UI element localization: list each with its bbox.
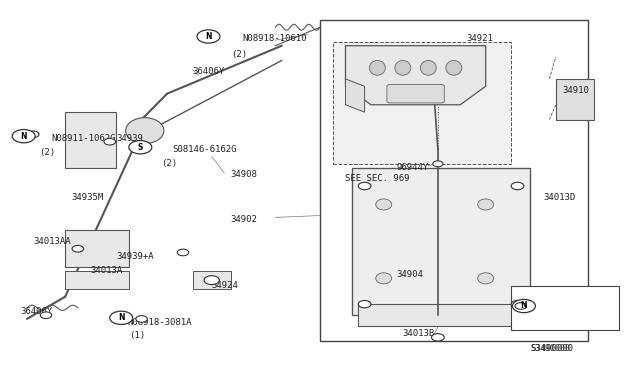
Polygon shape [65, 230, 129, 267]
Text: 34013A: 34013A [91, 266, 123, 275]
Text: 34908: 34908 [231, 170, 258, 179]
Circle shape [515, 303, 527, 310]
Text: N: N [521, 301, 527, 311]
Circle shape [136, 315, 147, 322]
Circle shape [513, 299, 536, 312]
Circle shape [204, 276, 220, 285]
Text: S3490000: S3490000 [531, 344, 570, 353]
Circle shape [12, 129, 35, 143]
Circle shape [433, 161, 443, 167]
Circle shape [431, 334, 444, 341]
FancyBboxPatch shape [511, 286, 620, 330]
Text: N: N [118, 313, 124, 322]
Polygon shape [352, 167, 531, 315]
Polygon shape [65, 112, 116, 167]
Ellipse shape [477, 199, 493, 210]
Text: 34013AA: 34013AA [33, 237, 71, 246]
Text: N: N [205, 32, 212, 41]
Polygon shape [193, 271, 231, 289]
Circle shape [129, 141, 152, 154]
FancyBboxPatch shape [387, 84, 444, 103]
Ellipse shape [477, 273, 493, 284]
Text: N08911-1062G: N08911-1062G [51, 134, 116, 142]
Text: 34013D: 34013D [543, 193, 575, 202]
Circle shape [40, 312, 52, 318]
Text: N08911-1082G: N08911-1082G [554, 296, 619, 305]
Text: 34013B: 34013B [403, 329, 435, 338]
Text: S3490000: S3490000 [531, 344, 573, 353]
Text: 36406Y: 36406Y [193, 67, 225, 76]
Text: N08918-3081A: N08918-3081A [127, 318, 192, 327]
Ellipse shape [446, 61, 462, 75]
Text: S08146-6162G: S08146-6162G [172, 145, 237, 154]
Text: SEE SEC. 969: SEE SEC. 969 [346, 174, 410, 183]
FancyBboxPatch shape [320, 20, 588, 341]
Ellipse shape [376, 199, 392, 210]
Polygon shape [358, 304, 524, 326]
Text: 34939+A: 34939+A [116, 251, 154, 261]
Text: 36406Y: 36406Y [20, 307, 52, 316]
Text: (2): (2) [161, 159, 177, 169]
Text: N08918-10610: N08918-10610 [243, 34, 307, 43]
Circle shape [28, 131, 39, 138]
Text: 34921: 34921 [467, 34, 493, 43]
Polygon shape [346, 79, 365, 112]
Text: 34910: 34910 [562, 86, 589, 94]
Text: (2): (2) [549, 311, 566, 320]
Text: 34935M: 34935M [72, 193, 104, 202]
Text: 34924: 34924 [212, 281, 239, 290]
Polygon shape [556, 79, 594, 119]
Circle shape [72, 246, 84, 252]
Ellipse shape [125, 118, 164, 144]
Text: S: S [138, 143, 143, 152]
FancyBboxPatch shape [333, 42, 511, 164]
Text: 34902: 34902 [231, 215, 258, 224]
Text: 96944Y: 96944Y [396, 163, 429, 172]
Text: 34904: 34904 [396, 270, 423, 279]
Polygon shape [346, 46, 486, 105]
Ellipse shape [395, 61, 411, 75]
Ellipse shape [369, 61, 385, 75]
Circle shape [511, 301, 524, 308]
Text: (2): (2) [231, 51, 247, 60]
Ellipse shape [420, 61, 436, 75]
Circle shape [197, 30, 220, 43]
Text: N: N [20, 132, 27, 141]
Text: (1): (1) [129, 331, 145, 340]
Ellipse shape [376, 273, 392, 284]
Circle shape [104, 138, 115, 145]
Text: (2): (2) [40, 148, 56, 157]
Circle shape [177, 249, 189, 256]
Circle shape [511, 182, 524, 190]
Circle shape [109, 311, 132, 324]
Polygon shape [65, 271, 129, 289]
Text: 34939: 34939 [116, 134, 143, 142]
Circle shape [358, 182, 371, 190]
Circle shape [358, 301, 371, 308]
